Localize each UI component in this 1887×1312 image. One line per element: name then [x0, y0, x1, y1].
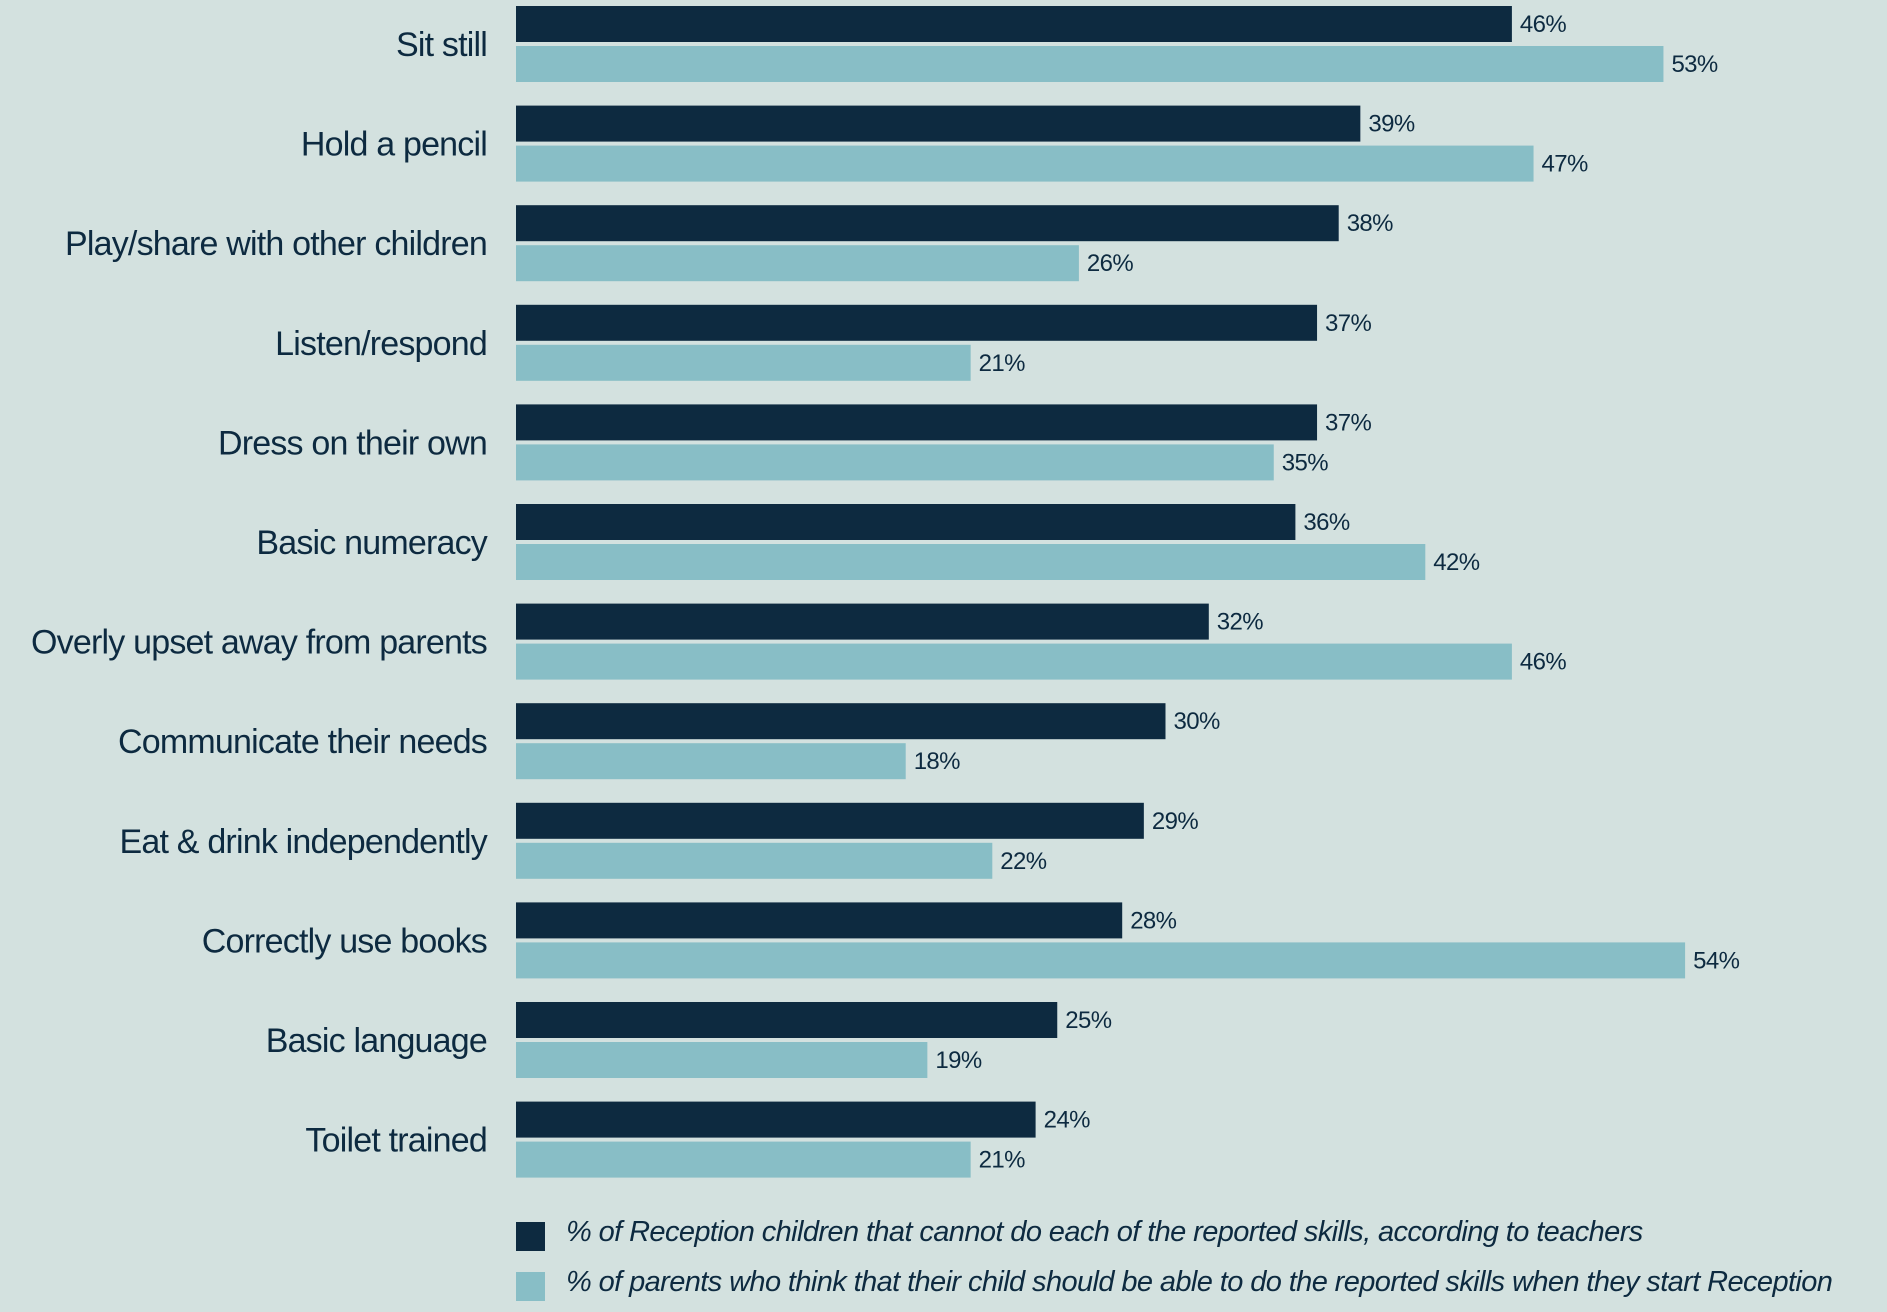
- data-label-teachers: 32%: [1217, 609, 1263, 636]
- legend-label-teachers: % of Reception children that cannot do e…: [566, 1216, 1643, 1248]
- legend-item-teachers: % of Reception children that cannot do e…: [516, 1212, 1887, 1262]
- category-label: Listen/respond: [275, 325, 487, 363]
- data-label-parents: 46%: [1520, 649, 1566, 676]
- bar-teachers: [516, 304, 1318, 341]
- bar-parents: [516, 344, 971, 381]
- data-label-parents: 22%: [1000, 848, 1046, 875]
- category-label: Toilet trained: [305, 1122, 487, 1160]
- data-label-parents: 18%: [914, 748, 960, 775]
- bar-chart: Sit still 46% 53% Hold a pencil 39% 47% Play/s…: [31, 6, 1740, 1178]
- data-label-teachers: 24%: [1044, 1107, 1090, 1134]
- data-label-parents: 21%: [979, 1147, 1025, 1174]
- data-label-teachers: 46%: [1520, 11, 1566, 38]
- data-label-teachers: 39%: [1368, 111, 1414, 138]
- bar-teachers: [516, 404, 1318, 441]
- legend-swatch-teachers: [516, 1222, 545, 1251]
- category-group: Eat & drink independently 29% 22%: [120, 802, 1199, 879]
- category-group: Listen/respond 37% 21%: [275, 304, 1372, 381]
- data-label-parents: 21%: [979, 350, 1025, 377]
- category-group: Toilet trained 24% 21%: [305, 1101, 1091, 1178]
- category-group: Correctly use books 28% 54%: [202, 902, 1740, 979]
- bar-parents: [516, 1042, 928, 1078]
- bar-parents: [516, 842, 993, 879]
- data-label-parents: 54%: [1693, 947, 1739, 974]
- bar-parents: [516, 245, 1079, 282]
- bar-parents: [516, 1141, 971, 1178]
- data-label-parents: 35%: [1282, 449, 1328, 476]
- bar-teachers: [516, 802, 1144, 839]
- bar-parents: [516, 145, 1534, 182]
- category-label: Play/share with other children: [65, 225, 487, 263]
- category-group: Dress on their own 37% 35%: [218, 404, 1372, 481]
- bar-teachers: [516, 603, 1209, 640]
- chart-legend: % of Reception children that cannot do e…: [516, 1212, 1887, 1312]
- category-group: Overly upset away from parents 32% 46%: [31, 603, 1567, 680]
- bar-parents: [516, 643, 1512, 680]
- category-label: Dress on their own: [218, 424, 487, 462]
- data-label-parents: 26%: [1087, 250, 1133, 277]
- legend-swatch-parents: [516, 1272, 545, 1301]
- category-label: Basic language: [266, 1022, 487, 1060]
- data-label-teachers: 28%: [1130, 907, 1176, 934]
- bar-teachers: [516, 6, 1512, 42]
- bar-teachers: [516, 902, 1123, 939]
- bar-teachers: [516, 1101, 1036, 1138]
- data-label-teachers: 29%: [1152, 808, 1198, 835]
- category-group: Communicate their needs 30% 18%: [118, 703, 1221, 780]
- bar-teachers: [516, 1002, 1058, 1038]
- data-label-teachers: 38%: [1347, 210, 1393, 237]
- category-label: Sit still: [396, 26, 487, 64]
- data-label-parents: 42%: [1433, 549, 1479, 576]
- category-group: Basic numeracy 36% 42%: [256, 504, 1480, 580]
- data-label-teachers: 30%: [1174, 708, 1220, 735]
- category-group: Play/share with other children 38% 26%: [65, 205, 1394, 282]
- category-group: Basic language 25% 19%: [266, 1002, 1112, 1078]
- data-label-teachers: 25%: [1065, 1007, 1111, 1034]
- category-label: Basic numeracy: [256, 524, 487, 562]
- data-label-parents: 19%: [935, 1047, 981, 1074]
- category-label: Correctly use books: [202, 922, 487, 960]
- category-group: Hold a pencil 39% 47%: [301, 105, 1589, 182]
- category-label: Overly upset away from parents: [31, 624, 487, 662]
- category-label: Communicate their needs: [118, 723, 487, 761]
- bar-parents: [516, 743, 906, 780]
- bar-parents: [516, 544, 1426, 580]
- bar-parents: [516, 942, 1686, 979]
- data-label-parents: 47%: [1542, 151, 1588, 178]
- bar-parents: [516, 444, 1274, 481]
- legend-label-parents: % of parents who think that their child …: [566, 1266, 1833, 1298]
- bar-teachers: [516, 105, 1361, 142]
- category-label: Eat & drink independently: [120, 823, 488, 861]
- data-label-parents: 53%: [1671, 51, 1717, 78]
- bar-teachers: [516, 504, 1296, 540]
- data-label-teachers: 36%: [1303, 509, 1349, 536]
- data-label-teachers: 37%: [1325, 409, 1371, 436]
- category-group: Sit still 46% 53%: [396, 6, 1719, 82]
- legend-item-parents: % of parents who think that their child …: [516, 1262, 1887, 1312]
- data-label-teachers: 37%: [1325, 310, 1371, 337]
- bar-parents: [516, 46, 1664, 82]
- bar-teachers: [516, 703, 1166, 740]
- bar-teachers: [516, 205, 1339, 242]
- category-label: Hold a pencil: [301, 126, 487, 164]
